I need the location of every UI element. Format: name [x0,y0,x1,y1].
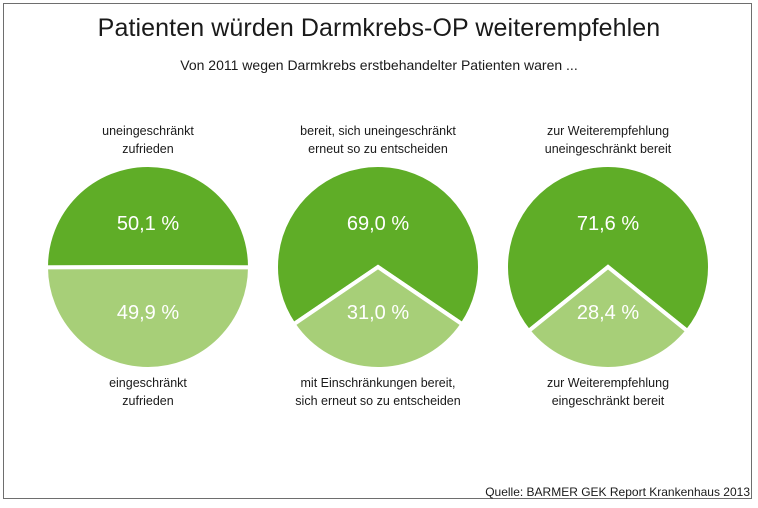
pie-slice-bottom-1 [43,264,253,371]
category-label-top-3: zur Weiterempfehlung uneingeschränkt bere… [544,124,672,156]
chart-subtitle: Von 2011 wegen Darmkrebs erstbehandelter… [180,57,578,73]
chart-frame [3,3,752,499]
category-label-bottom-3: zur Weiterempfehlung eingeschränkt bereit [546,376,670,408]
pie-slice-top-2 [274,163,482,328]
value-label-top-3: 71,6 % [577,213,639,235]
category-label-bottom-2: mit Einschränkungen bereit, sich erneut s… [295,376,461,408]
chart-title: Patienten würden Darmkrebs-OP weiterempf… [97,14,661,42]
value-label-bottom-2: 31,0 % [347,302,409,324]
category-label-top-2: bereit, sich uneingeschränkt erneut so zu… [300,124,456,156]
pie-slice-top-3 [504,163,712,334]
pie-slice-top-1 [43,163,252,270]
pie-slice-bottom-3 [525,264,691,371]
value-label-bottom-3: 28,4 % [577,302,639,324]
pie-slice-bottom-2 [290,264,466,371]
value-label-top-2: 69,0 % [347,213,409,235]
value-label-top-1: 50,1 % [117,213,179,235]
source-note: Quelle: BARMER GEK Report Krankenhaus 20… [485,485,750,499]
category-label-top-1: uneingeschränkt zufrieden [102,124,194,156]
value-label-bottom-1: 49,9 % [117,302,179,324]
category-label-bottom-1: eingeschränkt zufrieden [109,376,187,408]
